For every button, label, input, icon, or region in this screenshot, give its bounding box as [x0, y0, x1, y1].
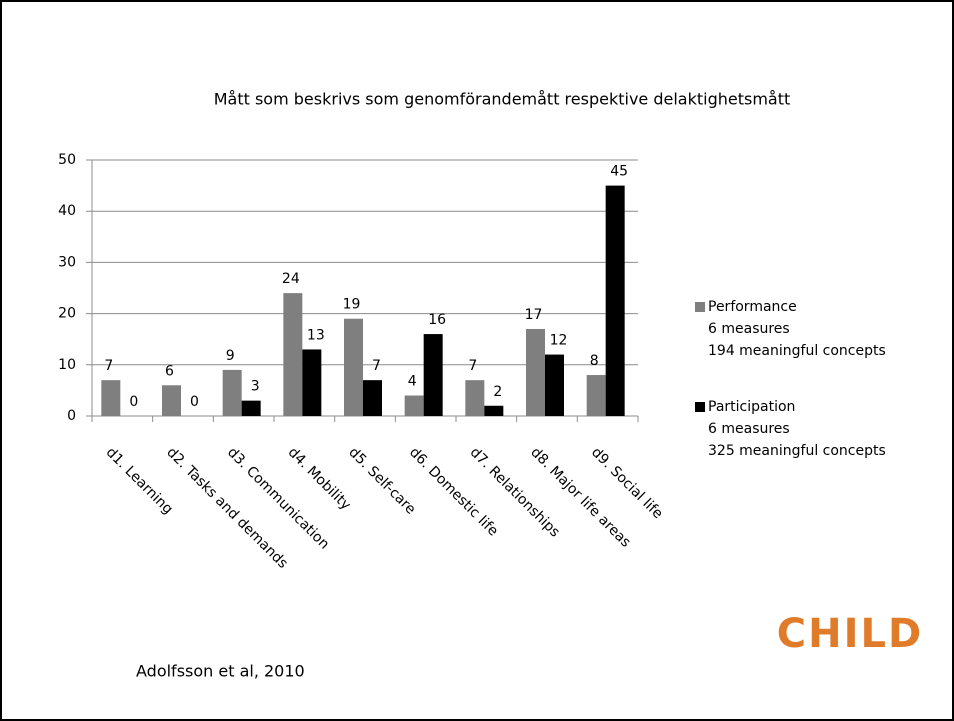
y-tick-label: 50	[58, 152, 76, 168]
bar	[586, 375, 606, 416]
legend-label: Participation	[708, 399, 795, 415]
y-tick-label: 20	[58, 306, 76, 322]
value-label: 0	[190, 394, 199, 410]
bar	[545, 354, 564, 416]
value-label: 7	[372, 358, 381, 374]
bar	[222, 369, 242, 416]
y-tick-label: 30	[58, 254, 76, 270]
logo: CHILD	[777, 611, 923, 657]
legend-description: 325 meaningful concepts	[708, 443, 886, 459]
bar	[423, 334, 443, 416]
value-label: 7	[468, 358, 477, 374]
legend-swatch	[695, 302, 705, 312]
bar	[344, 318, 363, 416]
bar	[363, 380, 382, 416]
bar	[162, 385, 181, 416]
value-label: 8	[590, 353, 599, 369]
value-label: 24	[282, 271, 300, 287]
value-label: 19	[343, 297, 361, 313]
value-label: 13	[307, 327, 325, 343]
value-label: 16	[428, 312, 446, 328]
value-label: 7	[104, 358, 113, 374]
bar	[302, 349, 322, 416]
value-label: 2	[493, 384, 502, 400]
value-label: 45	[610, 164, 628, 180]
legend-description: 194 meaningful concepts	[708, 343, 886, 359]
bar	[605, 185, 625, 416]
bar	[241, 400, 261, 416]
legend-label: Performance	[708, 299, 797, 315]
value-label: 6	[165, 363, 174, 379]
legend-swatch	[695, 402, 705, 412]
value-label: 9	[226, 348, 235, 364]
value-label: 12	[550, 333, 568, 349]
bar	[465, 380, 485, 416]
bar	[101, 380, 121, 416]
bar	[283, 293, 303, 416]
value-label: 0	[129, 394, 138, 410]
bar	[526, 328, 545, 416]
value-label: 4	[408, 374, 417, 390]
y-tick-label: 40	[58, 203, 76, 219]
chart-title: Mått som beskrivs som genomförandemått r…	[214, 90, 791, 109]
legend-description: 6 measures	[708, 421, 790, 437]
y-tick-label: 10	[58, 357, 76, 373]
citation: Adolfsson et al, 2010	[136, 662, 305, 681]
value-label: 17	[525, 307, 543, 323]
value-label: 3	[251, 379, 260, 395]
y-tick-label: 0	[67, 408, 76, 424]
bar	[404, 395, 424, 416]
legend-description: 6 measures	[708, 321, 790, 337]
bar	[484, 405, 504, 416]
